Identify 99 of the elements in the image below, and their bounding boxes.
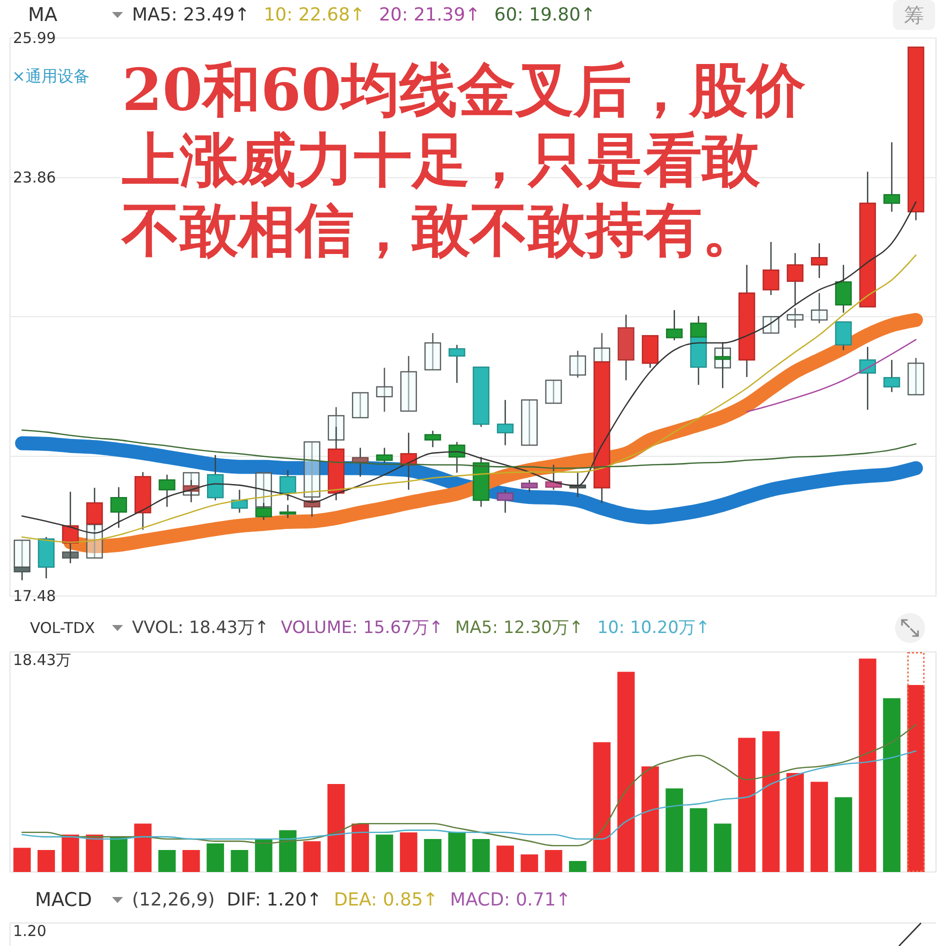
annotation: 18.43万 xyxy=(13,651,71,670)
candlestick xyxy=(521,479,538,492)
text: MACD: 0.71↑ xyxy=(450,890,571,910)
bar xyxy=(834,797,852,872)
candlestick xyxy=(110,486,128,528)
candlestick xyxy=(231,489,248,514)
bar xyxy=(593,742,611,872)
text: 10: 22.68↑ xyxy=(264,4,366,26)
text: (12,26,9) xyxy=(132,890,215,910)
candlestick xyxy=(304,441,320,498)
candlestick xyxy=(810,292,828,324)
text: 60: 19.80↑ xyxy=(494,4,596,26)
candlestick xyxy=(424,332,442,370)
text: 20: 21.39↑ xyxy=(378,4,480,26)
candlestick xyxy=(424,430,442,448)
bar xyxy=(303,841,321,872)
candlestick xyxy=(448,344,466,384)
candlestick xyxy=(521,399,538,446)
candlestick xyxy=(835,264,852,314)
candlestick xyxy=(594,332,610,363)
bar xyxy=(182,850,200,872)
candlestick xyxy=(496,399,514,446)
candlestick xyxy=(883,142,900,212)
bar xyxy=(569,861,586,872)
bar xyxy=(448,832,466,872)
bar xyxy=(690,808,708,872)
annotation: 20和60均线金叉后，股价上涨威力十足，只是看敢不敢相信，敢不敢持有。 xyxy=(120,56,806,264)
bar xyxy=(520,854,538,872)
text: MACD xyxy=(35,889,92,911)
bar xyxy=(230,850,248,872)
annotation: ×通用设备 xyxy=(12,66,90,86)
bar xyxy=(424,839,442,872)
candlestick xyxy=(207,454,224,501)
bar xyxy=(786,773,804,872)
candlestick xyxy=(666,309,683,341)
text: MA5: 23.49↑ xyxy=(132,4,250,26)
bar xyxy=(544,850,562,872)
candlestick xyxy=(569,350,586,378)
candlestick xyxy=(786,308,804,328)
candlestick xyxy=(376,367,393,412)
bar xyxy=(38,850,55,872)
bar xyxy=(158,850,176,872)
bar xyxy=(134,824,152,872)
bar xyxy=(641,766,659,872)
bar xyxy=(86,834,104,872)
candlestick xyxy=(786,252,804,306)
bar xyxy=(279,830,297,872)
candlestick xyxy=(545,380,562,404)
candlestick xyxy=(835,321,852,351)
bar xyxy=(472,839,490,872)
candlestick xyxy=(496,489,514,514)
bar xyxy=(858,658,876,872)
legend-title: MA xyxy=(28,4,58,26)
bar xyxy=(13,848,31,872)
text: VVOL: 18.43万↑ xyxy=(132,618,269,638)
bar xyxy=(883,698,900,872)
bar xyxy=(496,846,514,872)
y-tick-label: 17.48 xyxy=(13,587,56,605)
candlestick xyxy=(908,357,924,396)
candlestick xyxy=(448,441,466,474)
bar xyxy=(810,782,828,872)
candlestick xyxy=(762,316,780,334)
candlestick xyxy=(158,474,176,508)
bar xyxy=(352,824,369,872)
text: MA5: 12.30万↑ xyxy=(455,618,584,638)
candlestick xyxy=(352,447,369,478)
bar xyxy=(206,843,224,872)
bar xyxy=(327,784,345,872)
candlestick xyxy=(545,464,562,490)
bar xyxy=(400,832,418,872)
bar xyxy=(376,834,394,872)
candlestick xyxy=(352,392,369,418)
y-tick-label: 25.99 xyxy=(13,29,56,47)
text: DEA: 0.85↑ xyxy=(334,890,438,910)
bar xyxy=(254,839,272,872)
bar xyxy=(762,731,780,872)
bar xyxy=(738,738,756,872)
text: DIF: 1.20↑ xyxy=(226,890,322,910)
candlestick xyxy=(762,241,780,296)
text: VOLUME: 15.67万↑ xyxy=(280,618,444,638)
bar xyxy=(714,824,732,872)
text: 1.20 xyxy=(13,922,46,940)
y-tick-label: 23.86 xyxy=(13,168,56,187)
bar xyxy=(62,834,80,872)
candlestick xyxy=(810,242,828,279)
candlestick xyxy=(714,342,731,389)
line-series xyxy=(746,338,917,412)
bar xyxy=(617,672,635,872)
text: 10: 10.20万↑ xyxy=(597,618,710,638)
candlestick xyxy=(883,359,900,393)
legend-title: VOL-TDX xyxy=(30,619,95,637)
candlestick xyxy=(279,469,296,501)
text: 筹 xyxy=(904,3,924,27)
line-series xyxy=(21,429,917,469)
candlestick xyxy=(400,355,417,412)
candlestick xyxy=(376,447,393,464)
bar xyxy=(666,788,684,872)
candlestick xyxy=(279,504,296,519)
bar xyxy=(110,836,128,872)
